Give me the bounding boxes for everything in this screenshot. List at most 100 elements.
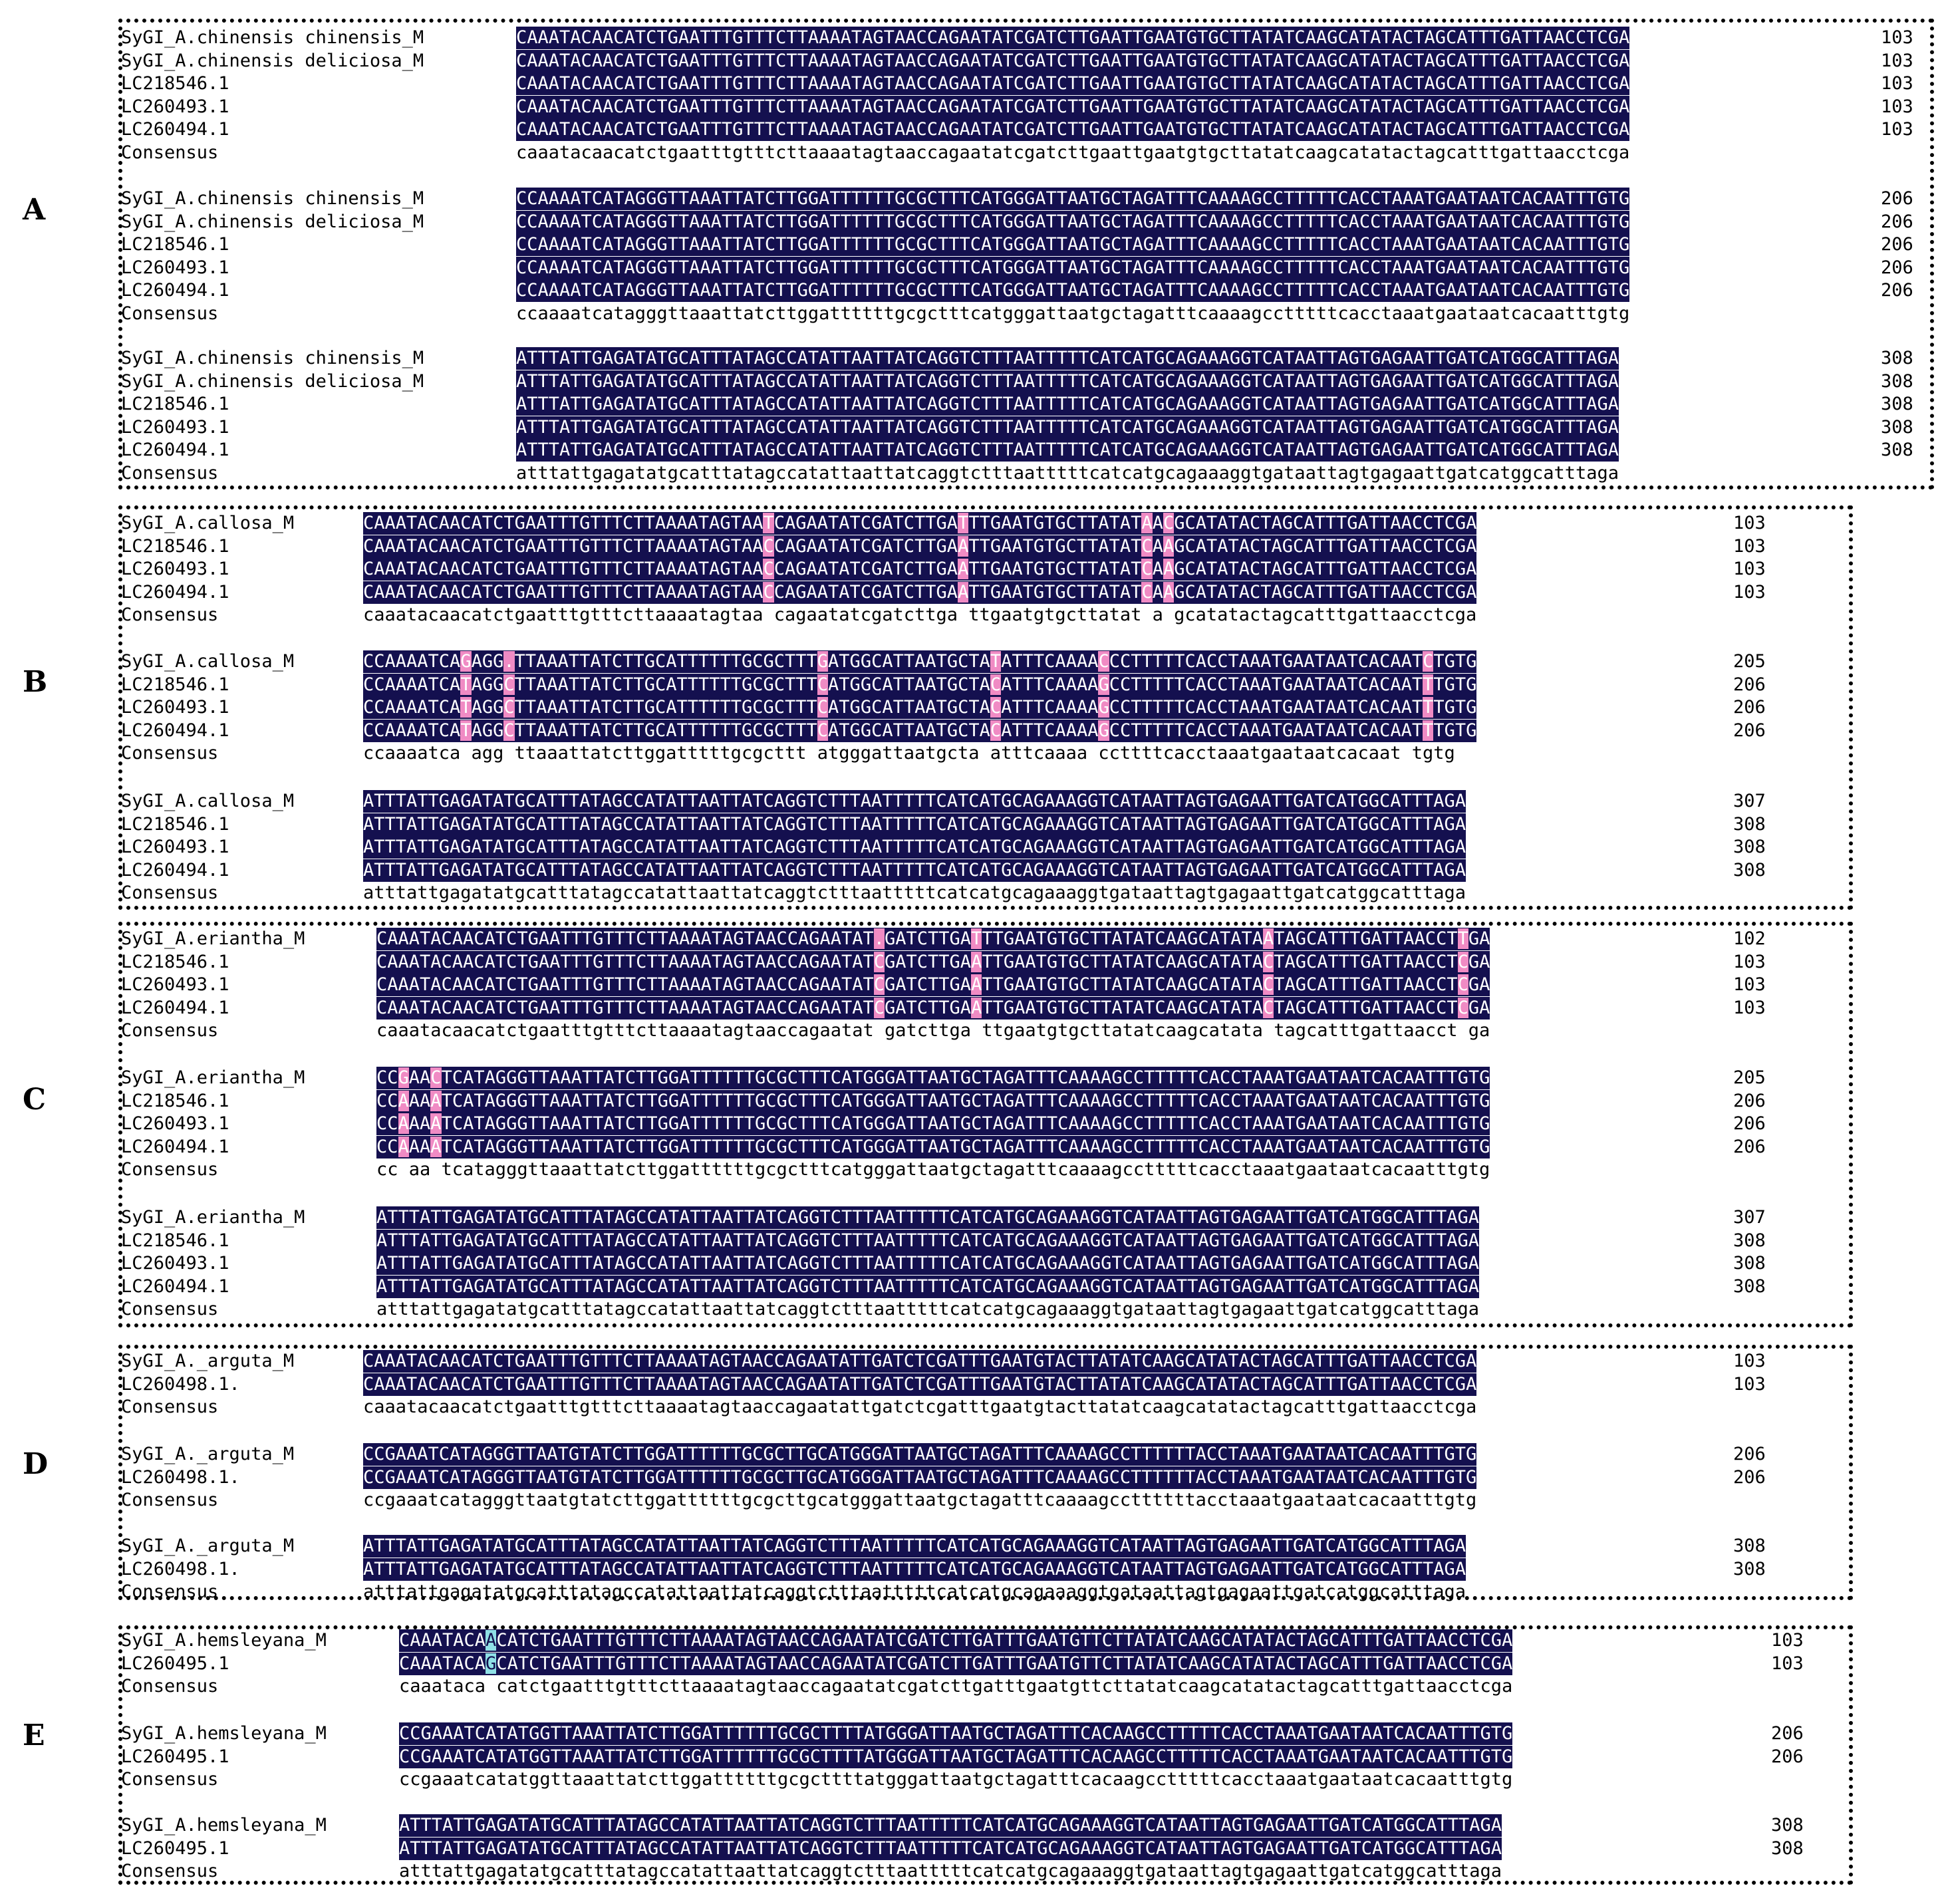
consensus-label: Consensus — [121, 1581, 219, 1603]
sequence-row: LC260494.1 ATTTATTGAGATATGCATTTATAGCCATAT… — [121, 859, 1941, 882]
consensus-row: Consensus atttattgagatatgcatttatagccatatt… — [121, 882, 1941, 904]
sequence-row: LC260493.1 ATTTATTGAGATATGCATTTATAGCCATAT… — [121, 416, 1941, 439]
position-number: 103 — [1733, 1373, 1766, 1395]
mismatch-residue: G — [398, 1067, 409, 1088]
sequence-name: LC218546.1 — [121, 535, 229, 557]
sequence-name: LC260494.1 — [121, 581, 229, 603]
sequence-name: SyGI_A.chinensis chinensis_M — [121, 188, 424, 209]
consensus-row: Consensus caaatacaacatctgaatttgtttcttaaaa… — [121, 604, 1941, 626]
consensus-label: Consensus — [121, 142, 219, 163]
mismatch-residue: T — [958, 513, 969, 533]
position-number: 308 — [1771, 1815, 1804, 1836]
mismatch-residue: A — [1262, 928, 1274, 949]
sequence-residues: CCAAAATCATAGGGTTAAATTATCTTGGATTTTTTGCGCT… — [376, 1113, 1490, 1136]
sequence-name: SyGI_A._arguta_M — [121, 1536, 295, 1556]
consensus-sequence: atttattgagatatgcatttatagccatattaattatcag… — [363, 883, 1466, 904]
sequence-name: SyGI_A.hemsleyana_M — [121, 1815, 327, 1836]
sequence-name: SyGI_A.callosa_M — [121, 513, 295, 533]
sequence-residues: ATTTATTGAGATATGCATTTATAGCCATATTAATTATCAG… — [363, 1558, 1466, 1581]
position-number: 308 — [1881, 348, 1913, 368]
sequence-residues: CAAATACAACATCTGAATTTGTTTCTTAAAATAGTAACCA… — [516, 49, 1630, 72]
position-number: 308 — [1881, 370, 1913, 392]
sequence-row: SyGI_A.eriantha_M CAAATACAACATCTGAATTTGTT… — [121, 928, 1941, 950]
consensus-row: Consensus caaatacaacatctgaatttgtttcttaaaa… — [121, 1020, 1941, 1042]
sequence-name: LC218546.1 — [121, 813, 229, 835]
position-number: 103 — [1733, 1351, 1766, 1371]
sequence-row: LC260494.1 CCAAAATCATAGGCTTAAATTATCTTGCAT… — [121, 719, 1941, 742]
mismatch-residue: C — [763, 535, 774, 557]
consensus-label: Consensus — [121, 1769, 219, 1790]
consensus-sequence: ccgaaatcatatggttaaattatcttggattttttgcgct… — [399, 1769, 1513, 1790]
mismatch-residue: T — [1457, 928, 1468, 949]
position-number: 103 — [1733, 535, 1766, 557]
position-number: 205 — [1733, 651, 1766, 672]
position-number: 206 — [1881, 234, 1913, 255]
consensus-label: Consensus — [121, 1299, 219, 1320]
sequence-residues: CAAATACAGCATCTGAATTTGTTTCTTAAAATAGTAACCA… — [399, 1652, 1513, 1675]
sequence-name: LC218546.1 — [121, 1230, 229, 1251]
sequence-residues: ATTTATTGAGATATGCATTTATAGCCATATTAATTATCAG… — [399, 1837, 1502, 1860]
consensus-sequence: caaatacaacatctgaatttgtttcttaaaatagtaacca… — [363, 1397, 1477, 1418]
sequence-residues: ATTTATTGAGATATGCATTTATAGCCATATTAATTATCAG… — [376, 1206, 1480, 1229]
panel-label: B — [23, 665, 48, 699]
mismatch-residue: A — [430, 1113, 442, 1135]
position-number: 103 — [1733, 513, 1766, 533]
consensus-sequence: ccaaaatcatagggttaaattatcttggattttttgcgct… — [516, 303, 1630, 324]
sequence-residues: CAAATACAACATCTGAATTTGTTTCTTAAAATAGTAACCA… — [363, 1350, 1477, 1373]
consensus-row: Consensus caaataca catctgaatttgtttcttaaaa… — [121, 1675, 1941, 1698]
sequence-name: LC260498.1. — [121, 1558, 240, 1579]
consensus-sequence: ccgaaatcatagggttaatgtatcttggattttttgcgct… — [363, 1490, 1477, 1511]
mismatch-residue: C — [1163, 513, 1175, 533]
sequence-row: LC218546.1 CCAAAATCATAGGGTTAAATTATCTTGGAT… — [121, 1089, 1941, 1113]
sequence-residues: CCGAACTCATAGGGTTAAATTATCTTGGATTTTTTGCGCT… — [376, 1067, 1490, 1089]
mismatch-residue: A — [486, 1630, 497, 1651]
position-number: 102 — [1733, 928, 1766, 949]
sequence-residues: CCAAAATCATAGGGTTAAATTATCTTGGATTTTTTGCGCT… — [516, 256, 1630, 279]
sequence-row: LC260493.1 CAAATACAACATCTGAATTTGTTTCTTAAA… — [121, 974, 1941, 997]
mismatch-residue: C — [873, 997, 885, 1018]
sequence-row: LC260494.1 ATTTATTGAGATATGCATTTATAGCCATAT… — [121, 439, 1941, 462]
sequence-row: LC260493.1 CAAATACAACATCTGAATTTGTTTCTTAAA… — [121, 558, 1941, 581]
sequence-residues: CAAATACAACATCTGAATTTGTTTCTTAAAATAGTAACCA… — [516, 95, 1630, 118]
sequence-row: SyGI_A.chinensis chinensis_M CAAATACAACAT… — [121, 27, 1941, 49]
consensus-sequence: atttattgagatatgcatttatagccatattaattatcag… — [399, 1861, 1502, 1882]
alignment-panel-a — [118, 19, 1934, 489]
sequence-residues: ATTTATTGAGATATGCATTTATAGCCATATTAATTATCAG… — [516, 347, 1619, 370]
position-number: 103 — [1733, 559, 1766, 580]
sequence-residues: ATTTATTGAGATATGCATTTATAGCCATATTAATTATCAG… — [516, 393, 1619, 416]
position-number: 206 — [1881, 188, 1913, 209]
sequence-name: SyGI_A._arguta_M — [121, 1444, 295, 1464]
sequence-row: SyGI_A._arguta_M CCGAAATCATAGGGTTAATGTATC… — [121, 1443, 1941, 1466]
sequence-name: LC260493.1 — [121, 1253, 229, 1274]
mismatch-residue: C — [503, 674, 515, 695]
sequence-name: LC260494.1 — [121, 119, 229, 140]
mismatch-residue: G — [817, 651, 829, 672]
sequence-name: LC260493.1 — [121, 416, 229, 438]
consensus-row: Consensus atttattgagatatgcatttatagccatatt… — [121, 462, 1941, 485]
mismatch-residue: C — [430, 1067, 442, 1088]
mismatch-residue: . — [873, 928, 885, 949]
position-number: 307 — [1733, 1207, 1766, 1228]
sequence-name: SyGI_A.chinensis chinensis_M — [121, 27, 424, 48]
consensus-label: Consensus — [121, 743, 219, 764]
position-number: 308 — [1881, 416, 1913, 438]
sequence-residues: ATTTATTGAGATATGCATTTATAGCCATATTAATTATCAG… — [516, 416, 1619, 439]
consensus-sequence: caaataca catctgaatttgtttcttaaaatagtaacca… — [399, 1676, 1513, 1697]
sequence-residues: CCAAAATCAGAGG.TTAAATTATCTTGCATTTTTTGCGCT… — [363, 650, 1477, 673]
consensus-label: Consensus — [121, 1861, 219, 1882]
sequence-residues: CAAATACAACATCTGAATTTGTTTCTTAAAATAGTAACCA… — [516, 72, 1630, 96]
alignment-panel-c — [118, 922, 1853, 1327]
consensus-label: Consensus — [121, 1397, 219, 1418]
mismatch-residue: C — [503, 697, 515, 718]
mismatch-residue: C — [503, 720, 515, 741]
alignment-panel-e — [118, 1625, 1853, 1885]
sequence-residues: ATTTATTGAGATATGCATTTATAGCCATATTAATTATCAG… — [376, 1275, 1480, 1298]
sequence-name: SyGI_A.hemsleyana_M — [121, 1723, 327, 1744]
sequence-residues: CCAAAATCATAGGGTTAAATTATCTTGGATTTTTTGCGCT… — [516, 188, 1630, 210]
sequence-row: LC260493.1 CCAAAATCATAGGGTTAAATTATCTTGGAT… — [121, 256, 1941, 279]
mismatch-residue: A — [971, 974, 982, 996]
mismatch-residue: A — [958, 535, 969, 557]
mismatch-residue: A — [1141, 513, 1153, 533]
consensus-row: Consensus caaatacaacatctgaatttgtttcttaaaa… — [121, 142, 1941, 164]
sequence-name: LC260494.1 — [121, 1136, 229, 1157]
